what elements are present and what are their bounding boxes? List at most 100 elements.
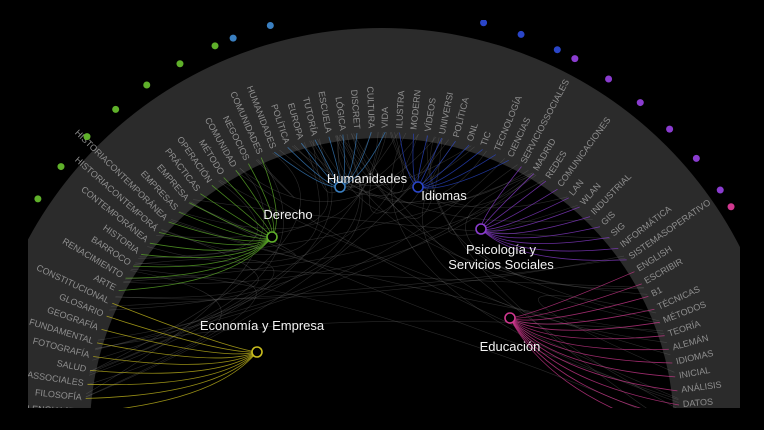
link — [480, 228, 610, 245]
outer-dot — [571, 55, 579, 63]
background-link — [135, 262, 644, 288]
background-link — [538, 295, 675, 373]
link — [509, 317, 614, 408]
background-link — [139, 180, 258, 258]
background-link — [123, 173, 534, 284]
background-link — [319, 134, 419, 188]
background-link — [369, 131, 449, 214]
link — [509, 317, 680, 406]
link — [141, 236, 273, 258]
term-label: DATOS — [682, 396, 713, 409]
outer-dot — [553, 46, 561, 54]
background-link — [346, 134, 593, 222]
outer-dot — [716, 186, 724, 194]
background-link — [125, 179, 545, 280]
link — [480, 226, 601, 239]
link — [112, 302, 258, 353]
background-link — [351, 133, 443, 219]
term-label: MODERN — [408, 89, 422, 130]
link — [93, 351, 258, 365]
background-link — [110, 257, 626, 307]
link — [480, 228, 619, 252]
background-link — [235, 170, 679, 399]
hub-label: Economía y Empresa — [200, 318, 325, 333]
link — [509, 317, 669, 351]
outer-dot — [143, 81, 151, 89]
hub-label: Psicología y — [466, 242, 537, 257]
stage: LENGUAJESFILOSOFÍACIENCIASSOCIALESSALUDF… — [27, 20, 740, 417]
link — [125, 236, 273, 279]
background-link — [255, 159, 295, 199]
background-link — [161, 142, 320, 255]
outer-dot — [34, 195, 42, 203]
background-link — [465, 173, 660, 322]
background-link — [88, 140, 333, 376]
hub — [504, 312, 516, 324]
background-link — [89, 131, 388, 372]
link — [122, 351, 258, 408]
hub-label: Idiomas — [421, 188, 467, 203]
term-label: B1 — [649, 285, 663, 299]
background-link — [338, 132, 399, 188]
outer-dot — [229, 34, 237, 42]
background-link — [169, 203, 296, 257]
background-link — [95, 320, 664, 349]
background-link — [291, 145, 529, 204]
outer-dot — [727, 203, 735, 211]
link — [509, 317, 665, 340]
link — [101, 329, 258, 355]
hub — [251, 346, 263, 358]
background-link — [179, 132, 379, 229]
link — [133, 236, 273, 268]
outer-dot — [83, 133, 91, 141]
background-link — [309, 140, 475, 196]
link — [87, 351, 258, 386]
link — [480, 216, 591, 235]
outer-dot — [666, 125, 674, 133]
background-link — [97, 158, 505, 341]
term-label: DISCRET — [349, 89, 362, 130]
hub-label: Humanidades — [327, 171, 408, 186]
background-link — [339, 132, 404, 194]
background-link — [390, 132, 679, 403]
link — [96, 342, 258, 359]
background-link — [219, 179, 671, 356]
background-link — [86, 167, 265, 395]
background-link — [85, 138, 444, 398]
link — [509, 317, 673, 364]
link — [480, 228, 627, 261]
background-link — [95, 172, 533, 350]
link — [509, 271, 635, 319]
outer-dot — [211, 42, 219, 50]
outer-dot — [57, 163, 65, 171]
link — [509, 317, 676, 378]
hub — [412, 181, 424, 193]
link — [509, 317, 678, 392]
link — [158, 231, 273, 246]
background-link — [422, 141, 667, 343]
background-link — [448, 164, 578, 236]
outer-dot — [480, 20, 488, 27]
background-link — [115, 255, 625, 300]
hub-label: Servicios Sociales — [448, 257, 554, 272]
link — [118, 236, 273, 291]
background-link — [156, 145, 329, 238]
link — [509, 308, 655, 325]
link — [509, 317, 660, 331]
hub — [334, 181, 346, 193]
link — [106, 315, 258, 353]
link — [509, 317, 642, 408]
background-link — [239, 136, 437, 202]
term-label: LÓGICA — [334, 96, 348, 131]
term-label: ILUSTRA — [394, 90, 406, 129]
outer-dot — [605, 75, 613, 83]
outer-dot — [636, 99, 644, 107]
background-link — [87, 270, 222, 386]
background-link — [147, 134, 419, 263]
term-label: FILOSOFÍA — [34, 387, 82, 402]
background-link — [92, 157, 284, 361]
background-link — [190, 201, 679, 400]
term-label: LENGUAJES — [27, 404, 81, 417]
